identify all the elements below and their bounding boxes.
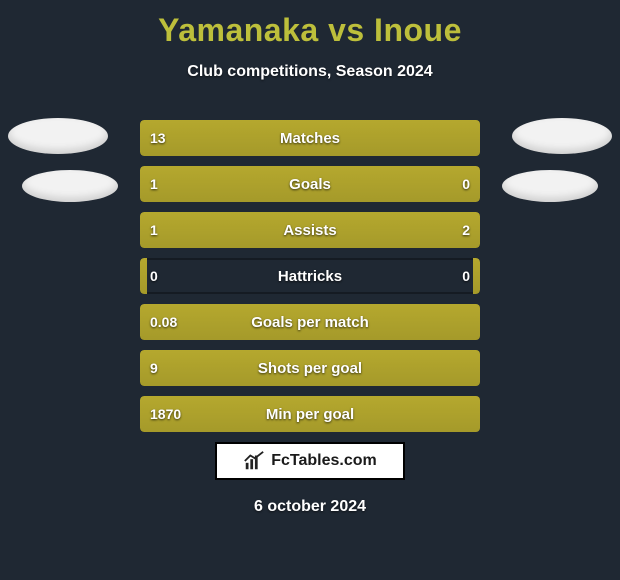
stat-row: 12Assists xyxy=(140,212,480,248)
date-label: 6 october 2024 xyxy=(0,498,620,516)
bar-left-fill xyxy=(140,304,480,340)
bar-right-fill xyxy=(405,166,480,202)
logo-text: FcTables.com xyxy=(271,452,377,470)
stat-right-value: 0 xyxy=(462,258,470,294)
stat-row: 0 0Hattricks xyxy=(140,258,480,294)
player-right-bubble-1 xyxy=(512,118,612,154)
subtitle: Club competitions, Season 2024 xyxy=(0,63,620,81)
bar-right-fill xyxy=(473,258,480,294)
stat-row: 0.08Goals per match xyxy=(140,304,480,340)
bar-left-fill xyxy=(140,120,480,156)
bar-left-fill xyxy=(140,212,252,248)
comparison-bars: 13Matches 10Goals 12Assists 0 0Hattricks 0.08… xyxy=(140,120,480,442)
player-left-bubble-1 xyxy=(8,118,108,154)
stat-label: Hattricks xyxy=(140,258,480,294)
stat-row: 10Goals xyxy=(140,166,480,202)
bar-right-fill xyxy=(252,212,480,248)
bar-left-fill xyxy=(140,396,480,432)
page-title: Yamanaka vs Inoue xyxy=(0,0,620,49)
stat-row: 13Matches xyxy=(140,120,480,156)
stat-left-value: 0 xyxy=(150,258,158,294)
bar-left-fill xyxy=(140,350,480,386)
bar-left-fill xyxy=(140,166,405,202)
stat-row: 1870Min per goal xyxy=(140,396,480,432)
bar-left-fill xyxy=(140,258,147,294)
player-right-bubble-2 xyxy=(502,170,598,202)
fctables-logo: FcTables.com xyxy=(215,442,405,480)
chart-icon xyxy=(243,450,265,472)
stat-row: 9Shots per goal xyxy=(140,350,480,386)
player-left-bubble-2 xyxy=(22,170,118,202)
